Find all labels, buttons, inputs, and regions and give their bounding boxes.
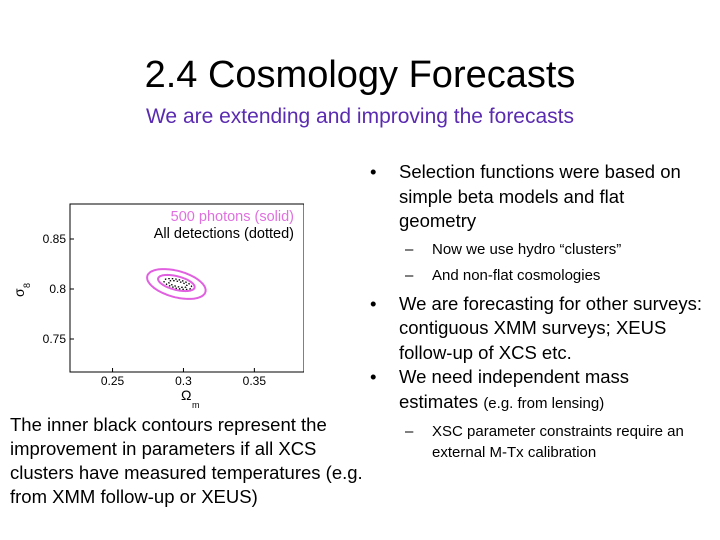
sub-bullet-1-2-text: And non-flat cosmologies (432, 266, 601, 284)
contour-layer (146, 268, 207, 300)
bullet-2: • We are forecasting for other surveys: … (366, 292, 706, 366)
bullet-3-note: (e.g. from lensing) (483, 394, 605, 412)
x-axis-subscript: m (192, 400, 200, 410)
legend-dotted-label: All detections (dotted) (154, 226, 294, 242)
tick-layer: 0.25 0.3 0.35 0.85 0.8 0.75 (43, 232, 267, 388)
sub-bullet-1-1: – Now we use hydro “clusters” (366, 239, 706, 260)
slide-title: 2.4 Cosmology Forecasts (144, 54, 576, 96)
bullet-1: • Selection functions were based on simp… (366, 160, 706, 234)
x-tick-label: 0.25 (101, 374, 125, 388)
y-axis-symbol: σ (14, 288, 27, 297)
bullet-1-text: Selection functions were based on simple… (399, 161, 681, 231)
figure-caption: The inner black contours represent the i… (10, 414, 363, 507)
sub-bullet-marker: – (405, 240, 414, 258)
sub-bullet-marker: – (405, 423, 414, 440)
bullet-list: • Selection functions were based on simp… (366, 160, 706, 463)
contour-plot: 0.25 0.3 0.35 0.85 0.8 0.75 500 photons (soli… (11, 198, 305, 418)
legend-solid-label: 500 photons (solid) (171, 209, 294, 225)
sub-bullet-3-1: – XSC parameter constraints require an e… (366, 421, 706, 463)
contour-1-solid (146, 268, 207, 300)
bullet-2-text: We are forecasting for other surveys: co… (399, 292, 702, 363)
bullet-marker: • (370, 366, 377, 387)
sub-bullet-1-1-text: Now we use hydro “clusters” (432, 240, 622, 258)
bullet-3-text: We need independent mass estimates (399, 366, 630, 412)
contour-4-dotted (167, 279, 188, 289)
y-tick-label: 0.85 (43, 232, 67, 246)
x-tick-label: 0.3 (175, 374, 192, 388)
contour-2-solid (157, 273, 196, 293)
y-tick-label: 0.75 (43, 332, 67, 346)
bullet-3: • We need independent mass estimates (e.… (366, 365, 706, 416)
y-tick-label: 0.8 (49, 282, 66, 296)
contour-plot-svg: 0.25 0.3 0.35 0.85 0.8 0.75 500 photons (soli… (11, 203, 305, 410)
x-axis-label: Ω m (181, 387, 200, 410)
slide-subtitle: We are extending and improving the forec… (145, 105, 575, 128)
y-axis-label: σ 8 (11, 283, 32, 297)
y-axis-subscript: 8 (22, 283, 32, 288)
sub-bullet-1-2: – And non-flat cosmologies (366, 265, 706, 286)
sub-bullet-3-1-text: XSC parameter constraints require an ext… (432, 423, 684, 461)
x-axis-symbol: Ω (181, 387, 191, 403)
sub-bullet-marker: – (405, 266, 414, 284)
x-tick-label: 0.35 (243, 374, 267, 388)
bullet-marker: • (370, 161, 377, 182)
bullet-marker: • (370, 292, 377, 314)
